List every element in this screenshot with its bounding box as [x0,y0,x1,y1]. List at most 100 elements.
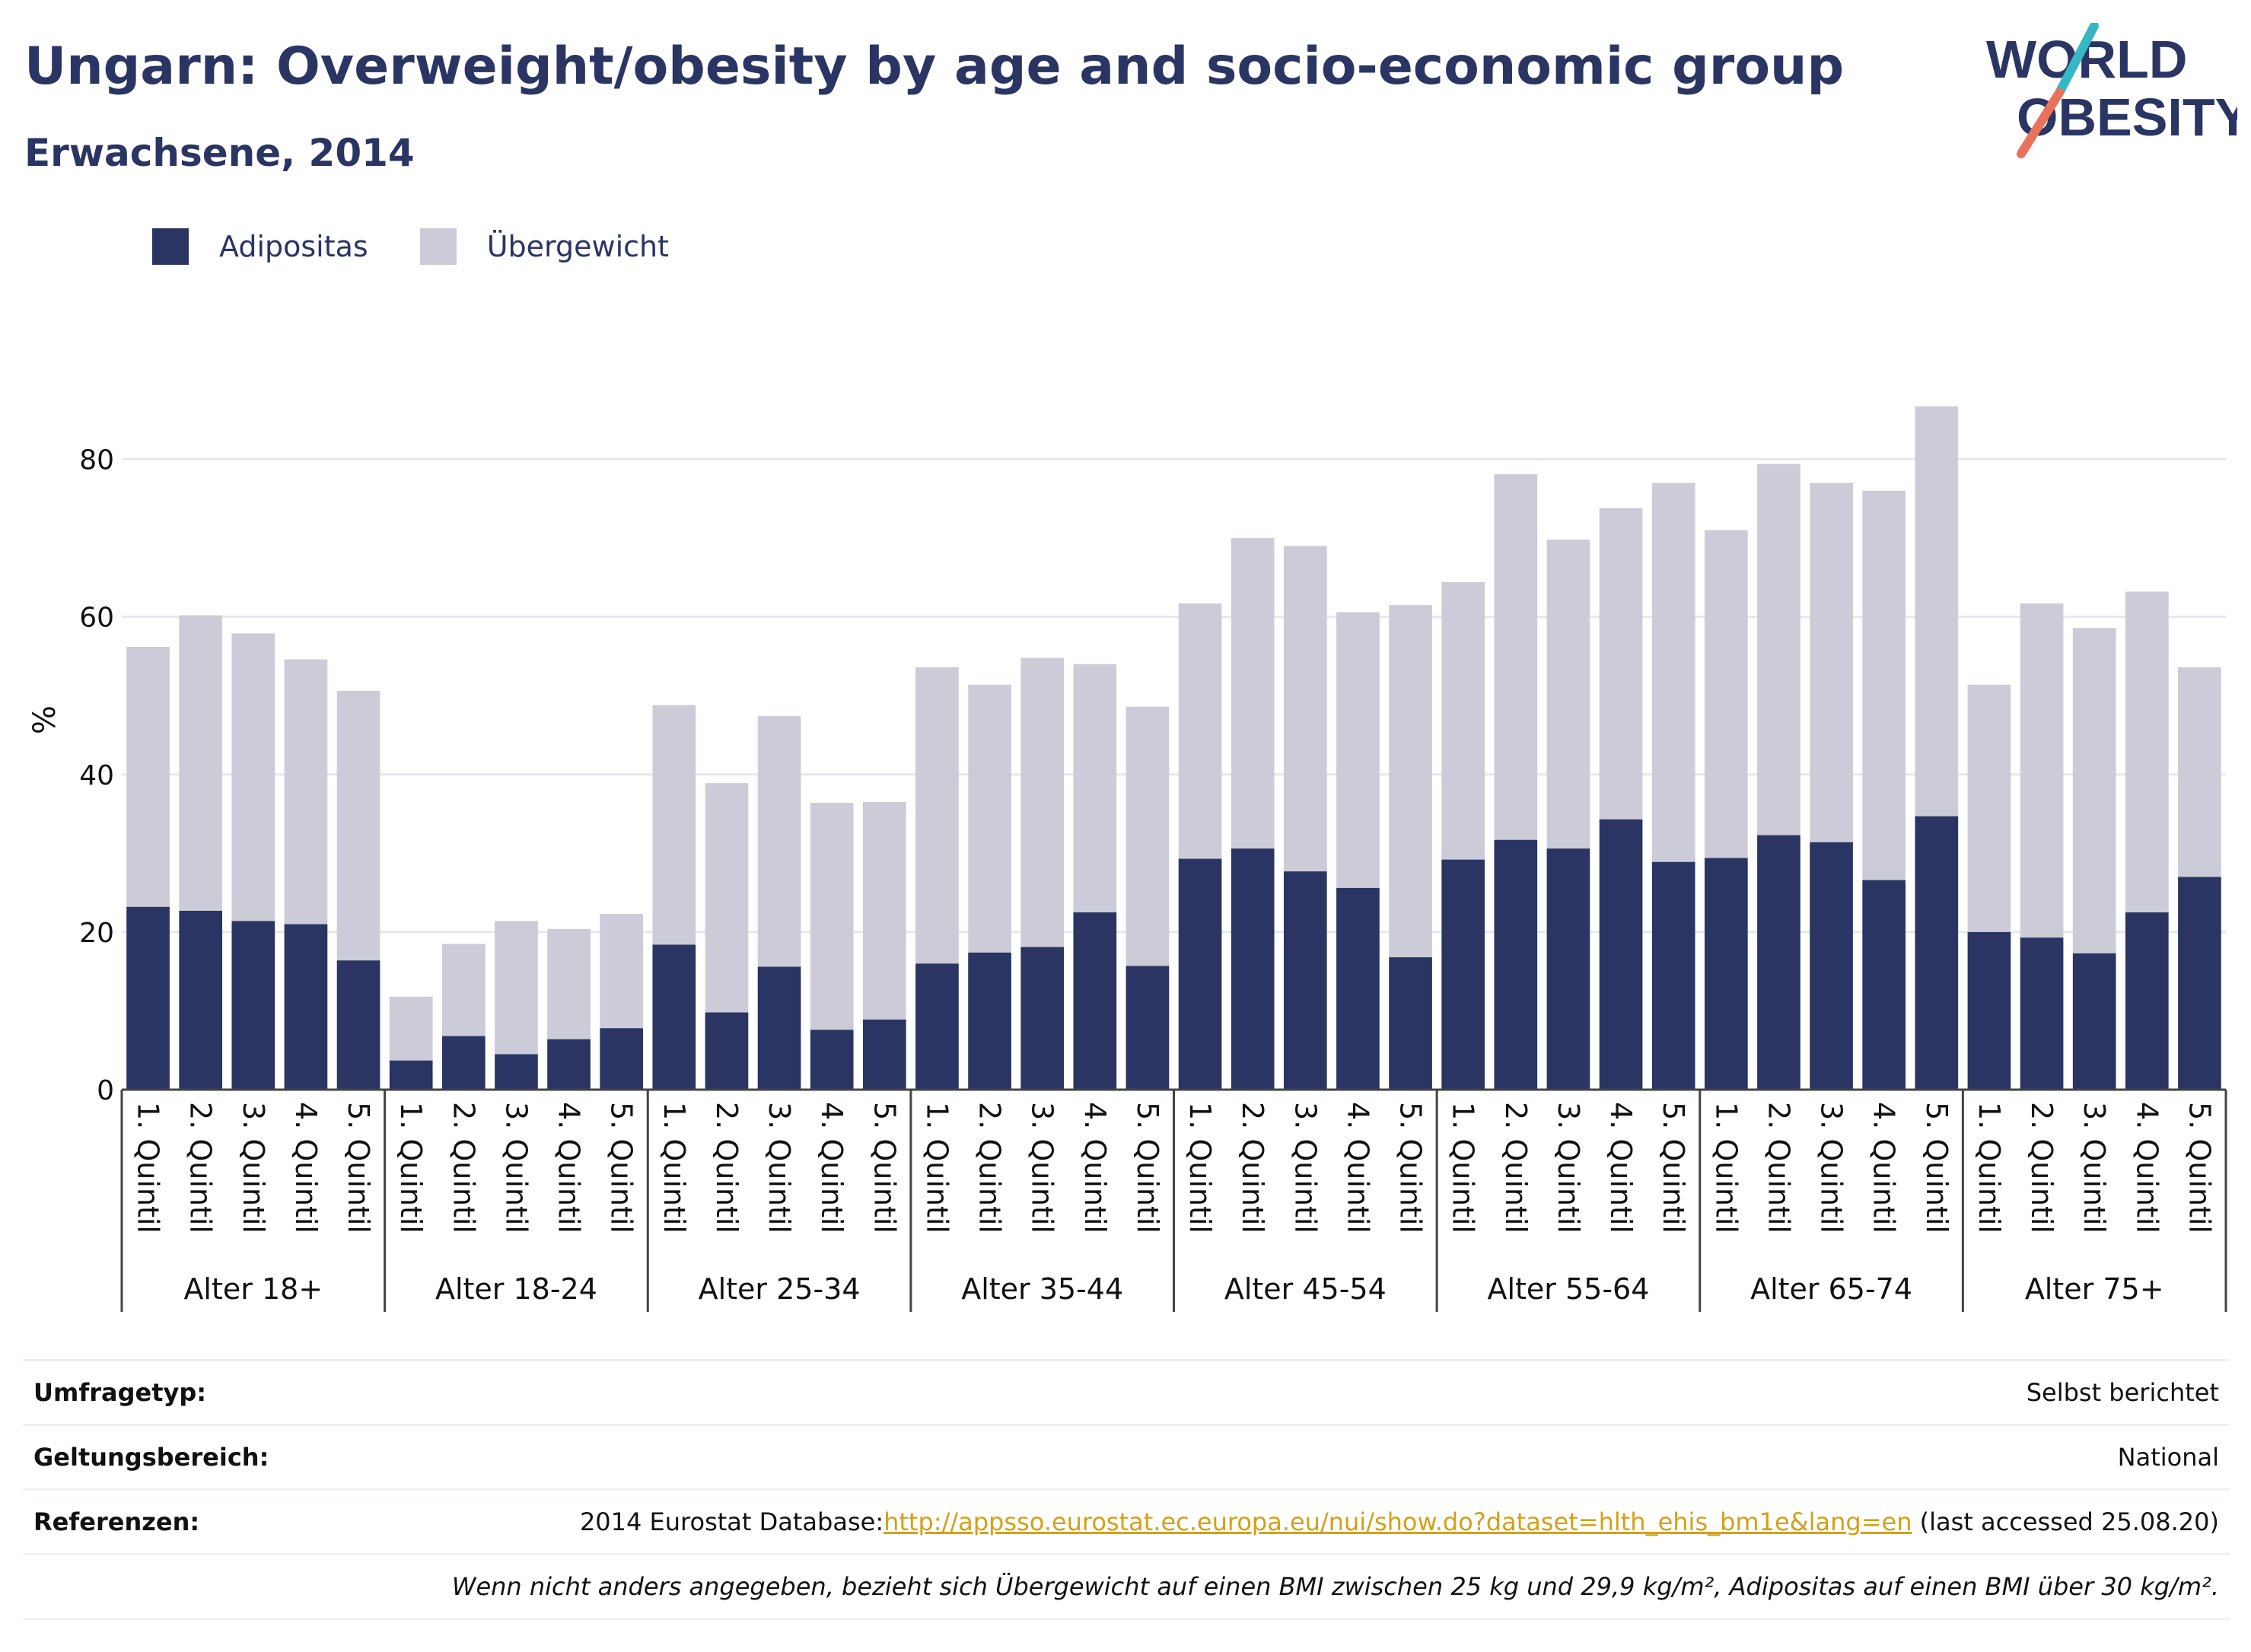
bar-obesity [1178,858,1222,1090]
logo-stroke-coral [2017,88,2064,158]
references-label: Referenzen: [33,1507,200,1536]
logo-stroke-teal [2055,23,2099,97]
bar-obesity [1389,957,1432,1090]
legend-swatch-obesity [152,228,189,265]
chart-title: Ungarn: Overweight/obesity by age and so… [24,37,1845,97]
axes: 0 20 40 60 80% 1. Quintil 2. Quintil 3. Quintil… [27,445,2227,1312]
x-tick-label: 3. Quintil [1288,1102,1322,1233]
bar-overweight [1967,684,2011,932]
x-tick-label: 2. Quintil [184,1102,218,1233]
bar-obesity [1967,931,2011,1090]
x-tick-label: 1. Quintil [1183,1102,1217,1233]
y-tick-label: 0 [97,1075,114,1106]
x-tick-label: 5. Quintil [1920,1102,1953,1233]
x-tick-label: 3. Quintil [1026,1102,1059,1233]
x-tick-label: 5. Quintil [1131,1102,1164,1233]
info-row-references: Referenzen: 2014 Eurostat Database:http:… [23,1488,2230,1553]
bar-obesity [1915,816,1959,1090]
x-tick-label: 4. Quintil [2130,1102,2163,1233]
x-group-label: Alter 65-74 [1750,1272,1912,1306]
bar-obesity [2125,912,2169,1090]
bar-overweight [600,914,644,1029]
legend-label-overweight: Übergewicht [486,230,669,263]
bar-overweight [1178,603,1222,859]
bar-obesity [336,960,380,1090]
survey-type-label: Umfragetyp: [33,1378,207,1407]
bar-overweight [2178,667,2221,877]
x-tick-label: 2. Quintil [2025,1102,2058,1233]
y-tick-label: 40 [79,760,114,791]
bar-obesity [495,1054,538,1090]
bar-obesity [1599,819,1643,1090]
bar-overweight [1757,463,1800,836]
info-row-scope: Geltungsbereich: National [23,1424,2230,1488]
bar-overweight [1126,706,1170,966]
x-tick-label: 3. Quintil [763,1102,796,1233]
info-row-survey: Umfragetyp: Selbst berichtet [23,1359,2230,1424]
bar-overweight [179,615,223,911]
bar-obesity [915,963,959,1090]
y-tick-label: 20 [79,918,114,949]
bar-overweight [1073,664,1117,912]
x-tick-label: 2. Quintil [1762,1102,1795,1233]
x-tick-label: 2. Quintil [447,1102,480,1233]
x-tick-label: 2. Quintil [710,1102,743,1233]
x-tick-label: 4. Quintil [289,1102,323,1233]
bar-obesity [1126,966,1170,1090]
bars [126,406,2221,1090]
bar-obesity [547,1039,591,1090]
bar-overweight [968,684,1011,953]
x-group-label: Alter 25-34 [699,1272,861,1306]
info-row-note: Wenn nicht anders angegeben, bezieht sic… [23,1553,2230,1620]
bar-overweight [1862,490,1906,880]
bar-overweight [810,803,854,1030]
bar-overweight [1651,482,1695,862]
x-group-label: Alter 45-54 [1224,1272,1387,1306]
legend-label-obesity: Adipositas [219,230,368,263]
x-tick-label: 4. Quintil [1341,1102,1374,1233]
x-tick-label: 2. Quintil [1236,1102,1269,1233]
bar-overweight [2020,603,2064,938]
bar-overweight [1810,482,1853,842]
world-obesity-logo: WORLD OBESITY [1986,23,2237,158]
x-tick-label: 4. Quintil [1604,1102,1638,1233]
x-tick-label: 1. Quintil [132,1102,165,1233]
x-tick-label: 1. Quintil [1447,1102,1480,1233]
bar-obesity [810,1030,854,1090]
x-tick-label: 4. Quintil [552,1102,586,1233]
references-link[interactable]: http://appsso.eurostat.ec.europa.eu/nui/… [884,1507,1912,1536]
bar-obesity [652,944,696,1090]
bar-obesity [1020,947,1065,1090]
scope-label: Geltungsbereich: [33,1443,269,1472]
bar-obesity [968,952,1011,1090]
definition-note: Wenn nicht anders angegeben, bezieht sic… [451,1572,2219,1601]
x-group-label: Alter 75+ [2025,1272,2164,1306]
bar-overweight [1494,474,1538,840]
bar-obesity [1073,912,1117,1090]
x-tick-label: 1. Quintil [657,1102,691,1233]
bar-obesity [757,966,801,1090]
y-tick-label: 60 [79,603,114,634]
bar-overweight [231,633,275,921]
legend-item-obesity: Adipositas [152,228,368,265]
bar-overweight [336,691,380,961]
x-tick-label: 2. Quintil [1499,1102,1533,1233]
bar-overweight [915,667,959,964]
chart-legend: Adipositas Übergewicht [152,225,721,268]
bar-obesity [2072,953,2116,1090]
bar-obesity [2020,937,2064,1090]
references-prefix: 2014 Eurostat Database: [579,1507,884,1536]
bar-overweight [126,647,170,907]
survey-type-value: Selbst berichtet [2026,1378,2219,1407]
bar-obesity [862,1019,906,1090]
grid-lines [122,458,2226,934]
bar-obesity [1757,835,1800,1090]
legend-item-overweight: Übergewicht [419,228,669,265]
bar-overweight [1336,612,1380,888]
bar-obesity [705,1012,749,1090]
bar-overweight [862,802,906,1020]
bar-overweight [1546,540,1590,849]
bar-overweight [1283,546,1327,872]
bar-overweight [1599,508,1643,820]
bar-obesity [1862,880,1906,1090]
